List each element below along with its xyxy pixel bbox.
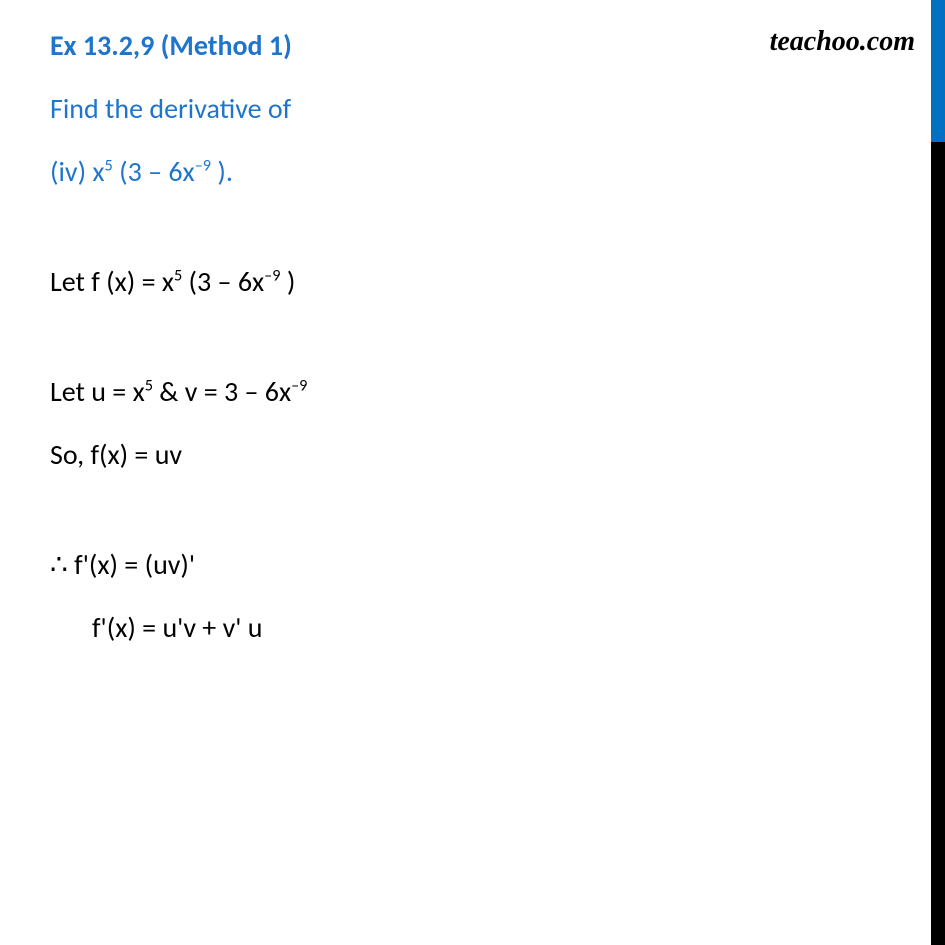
let-v-neg9: –9 (291, 377, 307, 396)
therefore-line: ∴ f'(x) = (uv)' (50, 547, 895, 582)
let-v-text: & v = 3 – 6x (153, 374, 291, 409)
let-fx-text: Let f (x) = x (50, 264, 174, 299)
watermark-text: teachoo.com (770, 26, 915, 58)
main-content: Ex 13.2,9 (Method 1) Find the derivative… (0, 0, 945, 645)
let-u-text: Let u = x (50, 374, 145, 409)
let-fx-neg9: –9 (264, 267, 280, 286)
so-fx-uv-line: So, f(x) = uv (50, 437, 895, 472)
eq-part-iv: (iv) x (50, 154, 105, 189)
fprime-expand-line: f'(x) = u'v + v' u (92, 610, 895, 645)
let-u-exp5: 5 (145, 377, 153, 396)
sidebar-black (931, 142, 945, 945)
let-fx-exp5: 5 (174, 267, 182, 286)
eq-exp5: 5 (105, 157, 113, 176)
eq-close-dot: ). (211, 154, 233, 189)
problem-intro: Find the derivative of (50, 91, 895, 126)
exercise-heading: Ex 13.2,9 (Method 1) (50, 28, 895, 63)
let-fx-line: Let f (x) = x5 (3 – 6x–9 ) (50, 264, 895, 299)
let-fx-close: ) (280, 264, 295, 299)
sidebar-blue (931, 0, 945, 142)
let-fx-paren: (3 – 6x (182, 264, 264, 299)
problem-equation: (iv) x5 (3 – 6x–9 ). (50, 154, 895, 189)
eq-exp-neg9: –9 (195, 157, 211, 176)
let-u-v-line: Let u = x5 & v = 3 – 6x–9 (50, 374, 895, 409)
eq-part-paren: (3 – 6x (113, 154, 195, 189)
